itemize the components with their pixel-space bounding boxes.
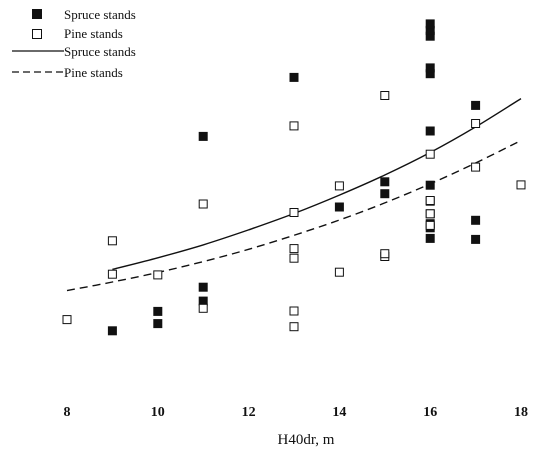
spruce-data-point: [289, 72, 299, 82]
pine-data-point: [198, 303, 208, 313]
legend-item-pine-curve: Pine stands: [12, 65, 123, 80]
pine-fit-curve: [66, 139, 522, 292]
x-tick-label: 12: [242, 405, 256, 420]
pine-data-point: [198, 199, 208, 209]
spruce-data-point: [425, 31, 435, 41]
spruce-fit-curve: [112, 98, 522, 271]
pine-data-point: [471, 119, 481, 128]
legend-label-spruce-curve: Spruce stands: [64, 44, 136, 59]
legend-label-pine-curve: Pine stands: [64, 65, 123, 80]
pine-data-point: [425, 149, 435, 159]
pine-data-point: [380, 249, 390, 259]
pine-data-point: [425, 220, 435, 230]
spruce-data-point: [471, 234, 481, 244]
x-tick-label: 14: [332, 405, 346, 420]
legend-marker-filled-square: [32, 9, 42, 19]
pine-data-point: [289, 244, 299, 254]
spruce-data-point: [425, 180, 435, 190]
x-tick-label: 16: [423, 405, 437, 420]
data-points: [62, 19, 526, 336]
legend-item-spruce-points: Spruce stands: [32, 7, 136, 22]
pine-data-point: [153, 270, 163, 280]
spruce-data-point: [425, 63, 435, 73]
pine-data-point: [289, 306, 299, 316]
pine-data-point: [334, 267, 344, 277]
pine-data-point: [107, 236, 117, 246]
pine-data-point: [425, 196, 435, 205]
pine-data-point: [334, 181, 344, 191]
x-axis-title: H40dr, m: [278, 432, 335, 448]
spruce-data-point: [425, 19, 435, 29]
spruce-data-point: [198, 282, 208, 292]
spruce-data-point: [198, 296, 208, 306]
spruce-data-point: [198, 131, 208, 141]
spruce-data-point: [334, 202, 344, 212]
legend-marker-open-square: [32, 29, 42, 39]
legend: Spruce stands Pine stands Spruce stands …: [12, 7, 136, 80]
spruce-data-point: [107, 326, 117, 336]
spruce-data-point: [425, 25, 435, 35]
spruce-data-point: [425, 233, 435, 243]
spruce-data-point: [471, 100, 481, 110]
spruce-data-point: [425, 69, 435, 79]
legend-item-spruce-curve: Spruce stands: [12, 44, 136, 59]
pine-data-point: [289, 253, 299, 263]
pine-data-point: [516, 180, 526, 190]
x-axis-ticks: 8 10 12 14 16 18: [64, 405, 529, 420]
pine-data-point: [289, 322, 299, 332]
pine-data-point: [289, 208, 299, 217]
spruce-data-point: [153, 306, 163, 316]
legend-item-pine-points: Pine stands: [32, 26, 123, 41]
x-tick-label: 10: [151, 405, 165, 420]
spruce-data-point: [380, 189, 390, 199]
x-tick-label: 8: [64, 405, 71, 420]
pine-data-point: [107, 269, 117, 279]
spruce-data-point: [471, 215, 481, 225]
x-tick-label: 18: [514, 405, 528, 420]
pine-data-point: [425, 209, 435, 219]
fitted-curves: [66, 98, 522, 292]
legend-label-spruce-points: Spruce stands: [64, 7, 136, 22]
spruce-data-point: [153, 319, 163, 329]
spruce-data-point: [425, 126, 435, 136]
legend-label-pine-points: Pine stands: [64, 26, 123, 41]
pine-data-point: [62, 315, 72, 325]
pine-data-point: [380, 91, 390, 100]
pine-data-point: [289, 121, 299, 131]
spruce-data-point: [380, 177, 390, 187]
pine-data-point: [471, 162, 481, 172]
